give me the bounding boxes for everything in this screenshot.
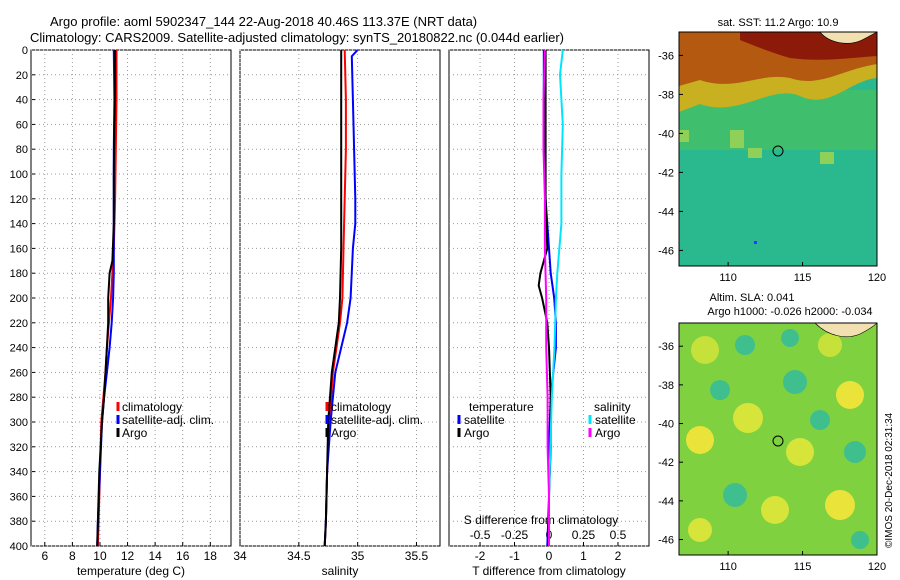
depth-tick-label: 0 [22, 45, 28, 57]
x-tick-label: 35 [351, 549, 365, 563]
sla-float-marker [772, 435, 784, 447]
salinity-panel: 34 34.5 35 35.5 salinity climatologysatellite… [233, 49, 440, 578]
temperature-panel: 6 8 10 12 14 16 18 temperature (deg C) climatolo… [31, 49, 231, 578]
legend-entry: Argo [331, 426, 357, 440]
depth-tick-label: 200 [10, 293, 28, 305]
x2-tick-label: -0.25 [501, 528, 529, 542]
series-line-s-satellite [548, 49, 564, 546]
map-lat-tick-label: -46 [658, 535, 674, 547]
depth-tick-label: 360 [10, 491, 28, 503]
map-lat-tick-label: -46 [658, 245, 674, 257]
sla-map: Altim. SLA: 0.041 Argo h1000: -0.026 h20… [658, 292, 886, 573]
map-lon-tick-label: 110 [719, 272, 737, 284]
legend-entry: Argo [595, 426, 621, 440]
map-lon-tick-label: 120 [868, 561, 886, 573]
legend-entry: Argo [122, 426, 148, 440]
map-lon-tick-label: 115 [794, 272, 812, 284]
sst-map-title: sat. SST: 11.2 Argo: 10.9 [718, 17, 839, 29]
difference-panel: -2 -1 0 1 2T difference from climatology S di… [449, 49, 649, 578]
sla-map-frame [678, 322, 878, 556]
profile-plots: 0204060801001201401601802002202402602803… [10, 45, 649, 578]
x-tick-label: 2 [615, 549, 622, 563]
legend-entry: climatology [331, 400, 391, 414]
depth-tick-label: 80 [16, 144, 28, 156]
legend-entry: satellite-adj. clim. [331, 413, 423, 427]
map-lat-tick-label: -38 [658, 380, 674, 392]
depth-tick-label: 280 [10, 392, 28, 404]
map-lat-tick-label: -42 [658, 167, 674, 179]
x2-axis-label: S difference from climatology [464, 513, 619, 527]
depth-tick-label: 400 [10, 541, 28, 553]
legend-entry: satellite-adj. clim. [122, 413, 214, 427]
x-tick-label: 12 [121, 549, 135, 563]
map-lat-tick-label: -44 [658, 206, 674, 218]
sst-map-frame [678, 31, 878, 267]
map-lat-tick-label: -38 [658, 89, 674, 101]
x2-tick-label: -0.5 [470, 528, 491, 542]
map-lon-tick-label: 115 [794, 561, 812, 573]
x-tick-label: 35.5 [405, 549, 429, 563]
x-tick-label: 14 [148, 549, 162, 563]
legend-entry: Argo [464, 426, 490, 440]
series-line-argo [96, 50, 117, 547]
series-line-argo [323, 50, 343, 547]
legend-temperature-title: temperature [469, 400, 534, 414]
map-lat-tick-label: -44 [658, 496, 674, 508]
x-tick-label: 18 [204, 549, 218, 563]
depth-tick-label: 40 [16, 95, 28, 107]
legend-salinity-title: salinity [594, 400, 631, 414]
map-lon-tick-label: 120 [868, 272, 886, 284]
x-axis-label: T difference from climatology [472, 564, 626, 578]
x-axis-label: temperature (deg C) [77, 564, 185, 578]
depth-tick-label: 240 [10, 343, 28, 355]
depth-tick-label: 120 [10, 194, 28, 206]
series-line-s-argo [542, 49, 550, 546]
map-lat-tick-label: -36 [658, 341, 674, 353]
map-lat-tick-label: -36 [658, 50, 674, 62]
map-lat-tick-label: -40 [658, 128, 674, 140]
map-lon-tick-label: 110 [719, 561, 737, 573]
sst-map: sat. SST: 11.2 Argo: 10.9 -36 -38 -40 -42 -4… [658, 17, 886, 284]
depth-tick-label: 320 [10, 442, 28, 454]
depth-tick-label: 140 [10, 219, 28, 231]
x-tick-label: 0 [546, 549, 553, 563]
depth-tick-label: 60 [16, 119, 28, 131]
sst-float-marker [772, 145, 784, 157]
legend-entry: climatology [122, 400, 182, 414]
x-tick-label: 6 [41, 549, 48, 563]
x-tick-label: -2 [475, 549, 486, 563]
depth-tick-label: 180 [10, 268, 28, 280]
x-tick-label: 34 [233, 549, 247, 563]
x-axis-label: salinity [322, 564, 359, 578]
depth-tick-label: 100 [10, 169, 28, 181]
sla-map-title-2: Argo h1000: -0.026 h2000: -0.034 [707, 306, 872, 318]
legend-entry: satellite [464, 413, 505, 427]
depth-tick-label: 300 [10, 417, 28, 429]
x-tick-label: -1 [509, 549, 520, 563]
depth-tick-label: 20 [16, 70, 28, 82]
map-lat-tick-label: -42 [658, 457, 674, 469]
x2-tick-label: 0.5 [610, 528, 627, 542]
x2-tick-label: 0.25 [572, 528, 596, 542]
x-tick-label: 16 [176, 549, 190, 563]
x-tick-label: 1 [580, 549, 587, 563]
map-lat-tick-label: -40 [658, 419, 674, 431]
imos-watermark: ©IMOS 20-Dec-2018 02:31:34 [884, 412, 895, 548]
depth-tick-label: 220 [10, 318, 28, 330]
depth-tick-label: 340 [10, 467, 28, 479]
x-tick-label: 8 [69, 549, 76, 563]
x-tick-label: 34.5 [287, 549, 311, 563]
depth-tick-label: 160 [10, 243, 28, 255]
depth-tick-label: 260 [10, 367, 28, 379]
depth-tick-label: 380 [10, 516, 28, 528]
sla-map-title-1: Altim. SLA: 0.041 [710, 292, 795, 304]
x-tick-label: 10 [93, 549, 107, 563]
legend-entry: satellite [595, 413, 636, 427]
header-line-2: Climatology: CARS2009. Satellite-adjuste… [30, 30, 564, 45]
header-line-1: Argo profile: aoml 5902347_144 22-Aug-20… [50, 14, 477, 29]
